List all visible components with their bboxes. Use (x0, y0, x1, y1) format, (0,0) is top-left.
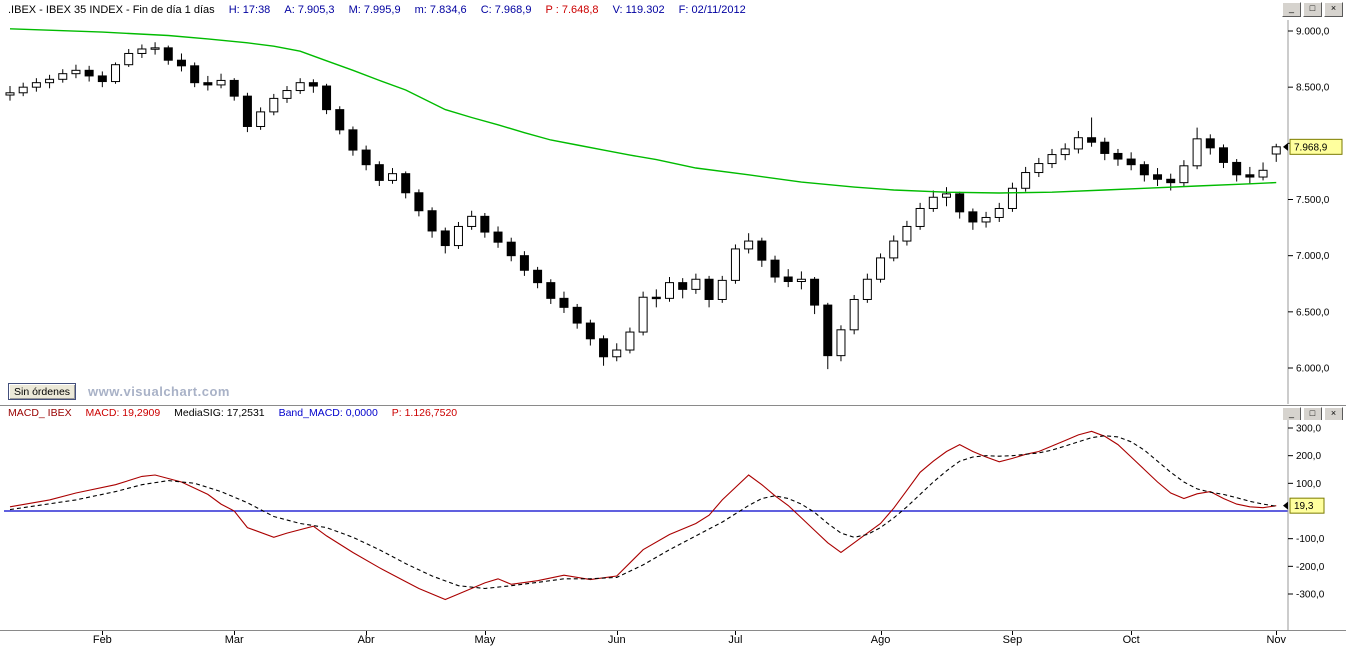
time-axis-tick (484, 631, 486, 635)
time-axis-label-jul: Jul (728, 634, 743, 646)
time-axis-tick (735, 631, 737, 635)
price-window-controls: _ □ × (1282, 2, 1343, 17)
macd-panel-header: MACD_ IBEX MACD: 19,2909 MediaSIG: 17,25… (0, 405, 1346, 422)
macd-last-badge (1289, 497, 1325, 514)
macd-axis-label: -100,0 (1296, 534, 1325, 545)
time-axis-tick (616, 631, 618, 635)
visualchart-watermark: www.visualchart.com (88, 384, 230, 399)
price-axis-label: 7.000,0 (1296, 251, 1330, 262)
time-axis-tick (1131, 631, 1133, 635)
macd-axis-label: 300,0 (1296, 424, 1321, 435)
time-axis-label-may: May (474, 634, 496, 646)
macd-axis-label: 100,0 (1296, 479, 1321, 490)
price-axis-label: 7.500,0 (1296, 195, 1330, 206)
price-chart[interactable]: 9.000,08.500,08.000,07.500,07.000,06.500… (0, 20, 1346, 404)
macd-last-arrow-icon (1283, 501, 1288, 510)
time-axis-tick (102, 631, 104, 635)
restore-icon: □ (1309, 3, 1316, 13)
time-axis-label-mar: Mar (224, 634, 244, 646)
time-axis-tick (366, 631, 368, 635)
minimize-icon: _ (1288, 408, 1294, 418)
restore-button[interactable]: □ (1303, 2, 1322, 17)
macd-title: MACD_ IBEX (8, 407, 72, 419)
moving-average-line (9, 28, 1277, 194)
last-price-badge (1289, 138, 1343, 155)
field-time: H: 17:38 (228, 4, 271, 16)
field-band-macd: Band_MACD: 0,0000 (278, 407, 378, 419)
macd-chart[interactable]: 300,0 200,0 100,0 -100,0 -200,0 -300,0 19,3 (0, 420, 1346, 630)
time-axis-tick (1276, 631, 1278, 635)
minimize-button[interactable]: _ (1282, 2, 1301, 17)
time-axis-label-feb: Feb (92, 634, 112, 646)
candles-layer (5, 42, 1281, 370)
close-icon: × (1330, 3, 1337, 13)
price-panel-header: .IBEX - IBEX 35 INDEX - Fin de día 1 día… (0, 0, 1346, 20)
time-axis-label-ago: Ago (870, 634, 891, 646)
restore-icon: □ (1309, 408, 1316, 418)
close-button[interactable]: × (1324, 2, 1343, 17)
time-axis-label-jun: Jun (607, 634, 626, 646)
field-mediasig: MediaSIG: 17,2531 (174, 407, 265, 419)
field-close: C: 7.968,9 (480, 4, 532, 16)
price-axis-label: 9.000,0 (1296, 27, 1330, 38)
time-axis-label-sep: Sep (1002, 634, 1023, 646)
macd-last-badge-label: 19,3 (1294, 501, 1314, 512)
macd-axis-label: -300,0 (1296, 590, 1325, 601)
macd-axis-label: 200,0 (1296, 451, 1321, 462)
field-macd-p: P: 1.126,7520 (391, 407, 458, 419)
time-axis-label-abr: Abr (357, 634, 375, 646)
price-axis-label: 8.500,0 (1296, 83, 1330, 94)
instrument-title: .IBEX - IBEX 35 INDEX - Fin de día 1 día… (8, 4, 215, 16)
last-price-badge-label: 7.968,9 (1294, 142, 1328, 153)
time-axis-tick (880, 631, 882, 635)
macd-window-controls: _ □ × (1282, 407, 1343, 422)
time-axis-label-oct: Oct (1122, 634, 1140, 646)
macd-axis-label: -200,0 (1296, 562, 1325, 573)
field-low: m: 7.834,6 (414, 4, 467, 16)
time-axis-tick (1012, 631, 1014, 635)
price-axis-label: 6.000,0 (1296, 364, 1330, 375)
minimize-icon: _ (1288, 3, 1294, 13)
no-orders-button[interactable]: Sin órdenes (8, 383, 77, 400)
field-volume: V: 119.302 (612, 4, 665, 16)
macd-line (9, 430, 1277, 601)
time-axis-tick (234, 631, 236, 635)
time-axis[interactable]: Feb Mar Abr May Jun Jul Ago Sep Oct Nov (0, 630, 1346, 647)
time-axis-label-nov: Nov (1266, 634, 1287, 646)
field-prev: P : 7.648,8 (545, 4, 599, 16)
field-macd: MACD: 19,2909 (85, 407, 161, 419)
close-icon: × (1330, 408, 1337, 418)
mediasig-line (9, 435, 1277, 590)
price-axis-label: 6.500,0 (1296, 307, 1330, 318)
last-price-arrow-icon (1283, 142, 1288, 151)
field-date: F: 02/11/2012 (678, 4, 746, 16)
field-high: M: 7.995,9 (348, 4, 401, 16)
restore-button[interactable]: □ (1303, 407, 1322, 422)
field-open: A: 7.905,3 (284, 4, 335, 16)
